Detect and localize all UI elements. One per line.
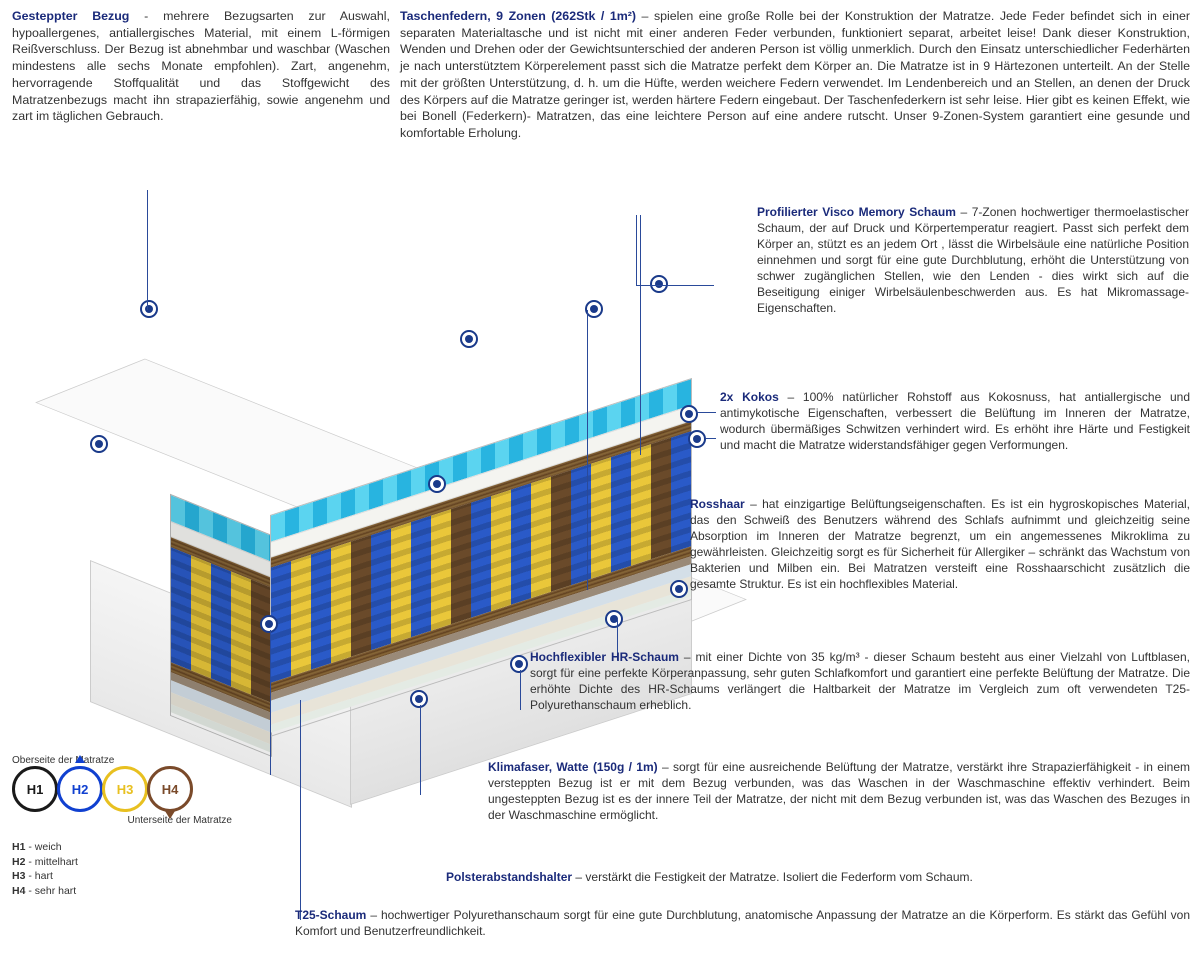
callout-hr-schaum: Hochflexibler HR-Schaum – mit einer Dich… xyxy=(530,650,1190,714)
legend-top-label: Oberseite der Matratze xyxy=(12,755,232,766)
legend-def-word: hart xyxy=(35,870,53,882)
callout-t25-text: – hochwertiger Polyurethanschaum sorgt f… xyxy=(295,908,1190,938)
callout-polster-title: Polsterabstandshalter xyxy=(446,870,572,884)
leader-line xyxy=(636,285,714,286)
legend-def-code: H2 xyxy=(12,856,25,868)
leader-line xyxy=(706,438,716,439)
leader-line xyxy=(520,670,521,710)
callout-visco-text: – 7-Zonen hochwertiger thermoelastischer… xyxy=(757,205,1189,315)
legend-def-row: H1 - weich xyxy=(12,840,232,855)
hotspot-icon xyxy=(650,275,668,293)
leader-line xyxy=(696,412,716,413)
legend-def-row: H4 - sehr hart xyxy=(12,884,232,899)
section-taschenfedern-title: Taschenfedern, 9 Zonen (262Stk / 1m²) xyxy=(400,9,636,23)
leader-line xyxy=(147,190,148,310)
callout-visco-title: Profilierter Visco Memory Schaum xyxy=(757,205,956,219)
hardness-circle-h2: H2 xyxy=(57,766,103,812)
leader-line xyxy=(300,700,301,920)
legend-def-word: mittelhart xyxy=(35,856,78,868)
hotspot-icon xyxy=(605,610,623,628)
hardness-circle-label: H4 xyxy=(162,782,179,797)
section-bezug-text: - mehrere Bezugsarten zur Auswahl, hypoa… xyxy=(12,9,390,123)
callout-klimafaser-title: Klimafaser, Watte (150g / 1m) xyxy=(488,760,658,774)
callout-hr-schaum-title: Hochflexibler HR-Schaum xyxy=(530,650,679,664)
hardness-circle-h4: H4 xyxy=(147,766,193,812)
hotspot-icon xyxy=(510,655,528,673)
leader-line xyxy=(636,215,637,285)
callout-rosshaar-title: Rosshaar xyxy=(690,497,745,511)
hotspot-icon xyxy=(460,330,478,348)
hardness-legend: Oberseite der Matratze H1 H2 H3 H4 Unter… xyxy=(12,755,232,899)
section-bezug-title: Gesteppter Bezug xyxy=(12,9,129,23)
hotspot-icon xyxy=(670,580,688,598)
arrow-up-icon xyxy=(75,755,85,763)
legend-circles: H1 H2 H3 H4 xyxy=(12,766,232,812)
callout-polster-text: – verstärkt die Festigkeit der Matratze.… xyxy=(572,870,973,884)
legend-def-word: sehr hart xyxy=(35,885,76,897)
legend-definitions: H1 - weich H2 - mittelhart H3 - hart H4 … xyxy=(12,840,232,899)
legend-def-code: H4 xyxy=(12,885,25,897)
hotspot-icon xyxy=(680,405,698,423)
hotspot-icon xyxy=(428,475,446,493)
leader-line xyxy=(640,215,641,455)
callout-visco: Profilierter Visco Memory Schaum – 7-Zon… xyxy=(757,205,1189,317)
hardness-circle-label: H1 xyxy=(27,782,44,797)
page: Gesteppter Bezug - mehrere Bezugsarten z… xyxy=(0,0,1200,970)
section-taschenfedern-text: – spielen eine große Rolle bei der Konst… xyxy=(400,9,1190,140)
hotspot-icon xyxy=(90,435,108,453)
cutaway-side xyxy=(170,494,272,757)
hardness-circle-label: H3 xyxy=(117,782,134,797)
callout-rosshaar-text: – hat einzigartige Belüftungseigenschaft… xyxy=(690,497,1190,591)
leader-line xyxy=(587,310,588,590)
callout-kokos: 2x Kokos – 100% natürlicher Rohstoff aus… xyxy=(720,390,1190,454)
leader-line xyxy=(420,705,421,795)
hotspot-icon xyxy=(410,690,428,708)
callout-klimafaser: Klimafaser, Watte (150g / 1m) – sorgt fü… xyxy=(488,760,1190,824)
hardness-circle-label: H2 xyxy=(72,782,89,797)
legend-def-word: weich xyxy=(35,841,62,853)
section-bezug: Gesteppter Bezug - mehrere Bezugsarten z… xyxy=(12,8,390,125)
callout-kokos-title: 2x Kokos xyxy=(720,390,779,404)
hotspot-icon xyxy=(688,430,706,448)
callout-rosshaar: Rosshaar – hat einzigartige Belüftungsei… xyxy=(690,497,1190,593)
legend-def-row: H3 - hart xyxy=(12,869,232,884)
callout-kokos-text: – 100% natürlicher Rohstoff aus Kokosnus… xyxy=(720,390,1190,452)
hotspot-icon xyxy=(260,615,278,633)
leader-line xyxy=(270,630,271,775)
section-taschenfedern: Taschenfedern, 9 Zonen (262Stk / 1m²) – … xyxy=(400,8,1190,142)
legend-def-row: H2 - mittelhart xyxy=(12,855,232,870)
mattress-base xyxy=(50,360,650,640)
arrow-down-icon xyxy=(165,811,175,819)
legend-bottom-label: Unterseite der Matratze xyxy=(12,815,232,826)
callout-t25-title: T25-Schaum xyxy=(295,908,366,922)
callout-t25: T25-Schaum – hochwertiger Polyurethansch… xyxy=(295,908,1190,940)
legend-def-code: H1 xyxy=(12,841,25,853)
legend-def-code: H3 xyxy=(12,870,25,882)
hotspot-icon xyxy=(140,300,158,318)
hardness-circle-h3: H3 xyxy=(102,766,148,812)
hardness-circle-h1: H1 xyxy=(12,766,58,812)
callout-polster: Polsterabstandshalter – verstärkt die Fe… xyxy=(446,870,1190,886)
